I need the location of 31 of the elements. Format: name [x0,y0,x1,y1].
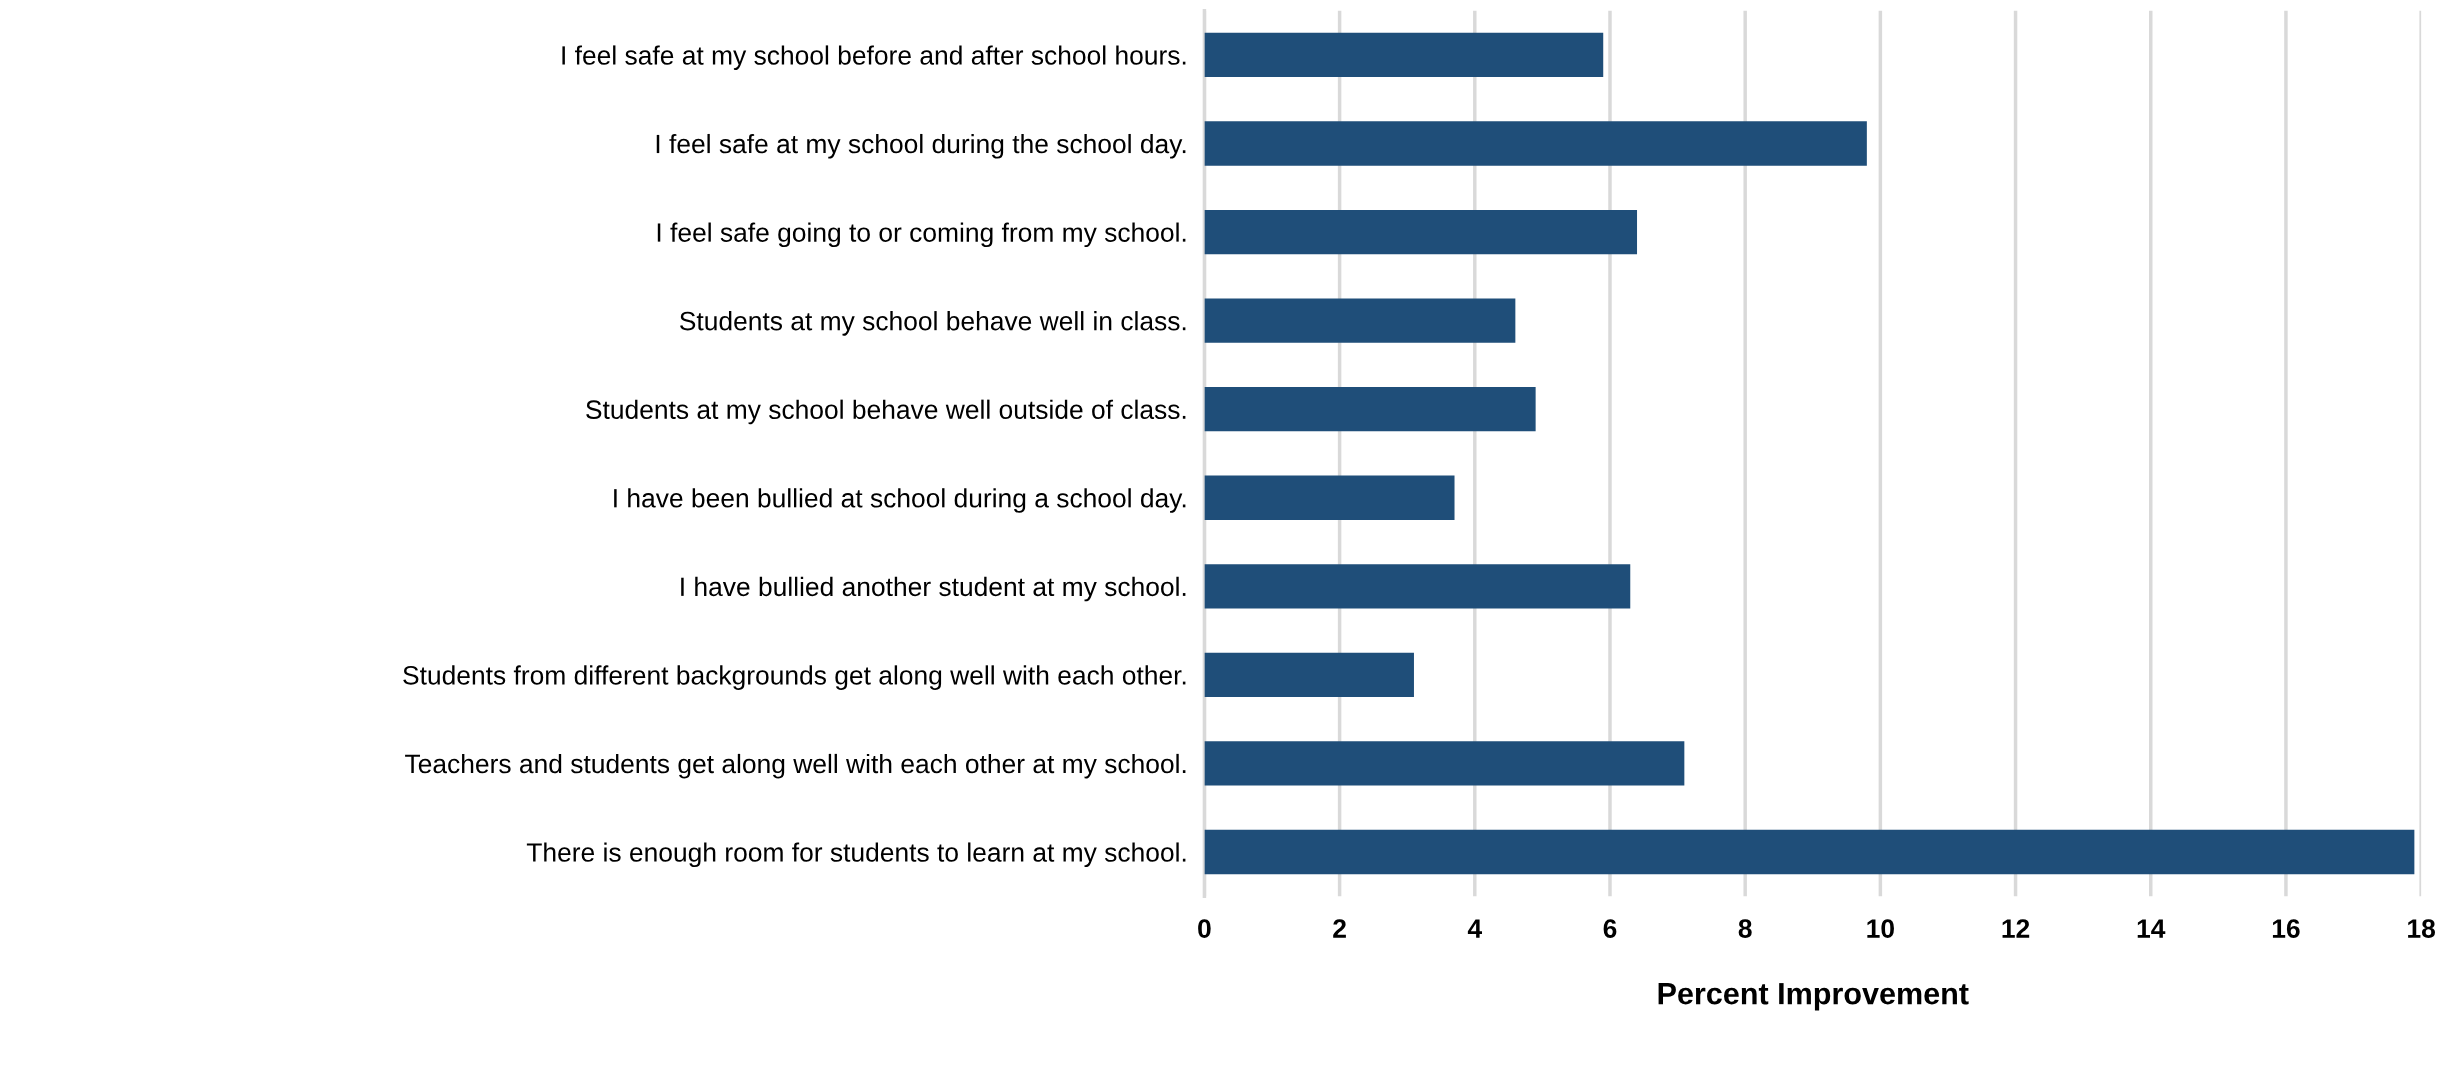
y-tick-label: Students at my school behave well in class. [680,311,1186,336]
y-tick-label: There is enough room for students to learn at my school. [526,842,1186,868]
bar [1204,387,1536,432]
y-tick-label: I feel safe at my school during the school day. [656,133,1186,159]
bar [1204,741,1685,786]
x-tick-label: 0 [1198,919,1211,938]
bar [1204,564,1631,609]
bar [1204,652,1414,698]
x-tick-label: 8 [1738,919,1752,938]
y-tick-label: Teachers and students get along well with each other at my school. [405,753,1186,779]
x-tick-label: 4 [1467,919,1482,938]
bar [1204,121,1867,166]
bar [1204,209,1638,255]
x-tick-label: 2 [1333,919,1346,938]
y-tick-label: I feel safe going to or coming from my school. [657,222,1186,248]
x-tick-label: 18 [2408,919,2435,938]
bar [1204,298,1516,343]
bar [1204,32,1604,78]
bar [1204,829,2415,875]
x-tick-label: 16 [2272,919,2300,938]
y-tick-label: I have been bullied at school during a school day. [614,488,1186,513]
y-tick-label: I feel safe at my school before and after school hours. [562,45,1186,70]
y-tick-label: Students at my school behave well outside of class. [586,399,1186,425]
y-tick-label: Students from different backgrounds get along well with each other. [403,665,1186,690]
y-tick-label: I have bullied another student at my school. [681,576,1186,602]
x-tick-label: 10 [1867,919,1894,938]
x-tick-label: 12 [2002,919,2030,938]
x-tick-label: 14 [2137,919,2166,938]
x-axis-title: Percent Improvement [1658,983,1969,1011]
bar [1204,475,1455,520]
x-tick-label: 6 [1603,919,1617,938]
